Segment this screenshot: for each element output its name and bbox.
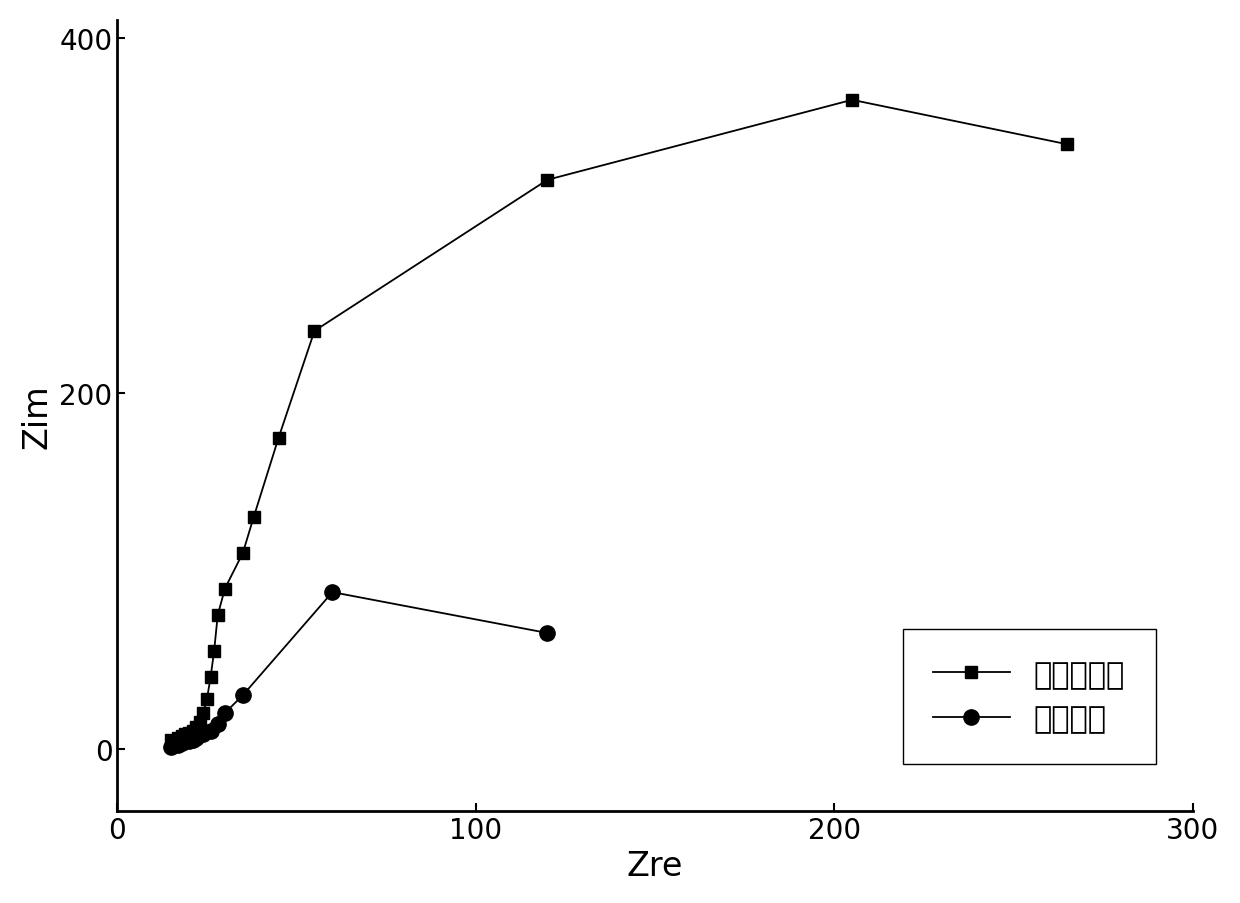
Legend: 分子筛样品, 空白样品: 分子筛样品, 空白样品 (903, 629, 1156, 764)
分子筛样品 (196, 708, 211, 719)
空白样品 (236, 690, 250, 701)
分子筛样品 (236, 548, 250, 559)
空白样品 (203, 725, 218, 736)
分子筛样品 (844, 96, 859, 107)
分子筛样品 (246, 513, 260, 524)
分子筛样品 (192, 717, 207, 728)
分子筛样品 (308, 326, 322, 337)
空白样品 (196, 729, 211, 740)
空白样品 (539, 628, 554, 638)
空白样品 (217, 708, 232, 719)
分子筛样品 (164, 734, 179, 745)
分子筛样品 (171, 732, 186, 743)
Line: 空白样品: 空白样品 (164, 585, 556, 755)
空白样品 (188, 732, 203, 743)
空白样品 (164, 741, 179, 752)
Line: 分子筛样品: 分子筛样品 (165, 95, 1074, 746)
空白样品 (185, 734, 200, 745)
空白样品 (211, 719, 226, 730)
X-axis label: Zre: Zre (626, 849, 683, 882)
空白样品 (175, 738, 190, 749)
分子筛样品 (181, 727, 196, 738)
分子筛样品 (175, 731, 190, 741)
分子筛样品 (200, 694, 215, 704)
分子筛样品 (272, 433, 286, 443)
空白样品 (171, 740, 186, 750)
分子筛样品 (217, 583, 232, 594)
分子筛样品 (539, 175, 554, 186)
分子筛样品 (185, 725, 200, 736)
分子筛样品 (1060, 140, 1075, 151)
分子筛样品 (207, 646, 222, 656)
分子筛样品 (211, 610, 226, 621)
分子筛样品 (188, 722, 203, 733)
空白样品 (181, 736, 196, 747)
Y-axis label: Zim: Zim (21, 384, 53, 448)
空白样品 (325, 587, 340, 598)
分子筛样品 (203, 672, 218, 683)
分子筛样品 (179, 729, 193, 740)
